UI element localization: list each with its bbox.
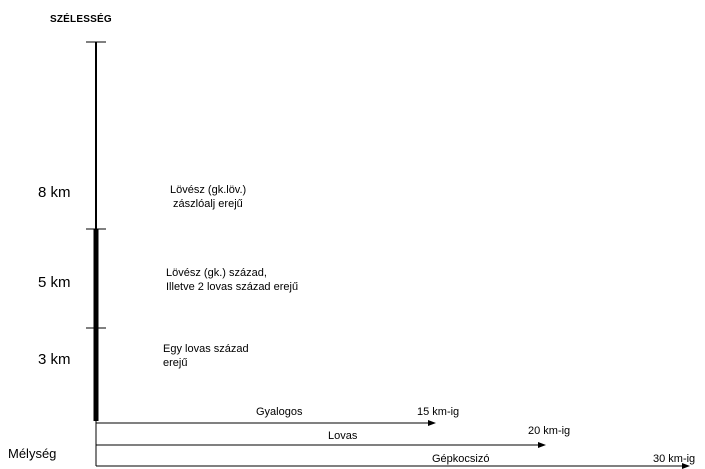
unit-desc-cavalry-line2: erejű — [163, 357, 188, 369]
arrow-gyalogos-head — [428, 420, 436, 426]
arrow-gyalogos-label: Gyalogos — [256, 406, 303, 418]
depth-label: Mélység — [8, 446, 57, 461]
arrow-gepkocsizo-head — [682, 463, 690, 469]
width-label-8km: 8 km — [38, 184, 71, 201]
diagram-title: SZÉLESSÉG — [50, 14, 112, 25]
unit-desc-battalion: Lövész (gk.löv.) zászlóalj erejű — [170, 183, 246, 211]
arrow-lovas-range: 20 km-ig — [528, 425, 571, 437]
arrow-gepkocsizo-range: 30 km-ig — [653, 453, 696, 465]
unit-desc-company-line1: Lövész (gk.) század, — [166, 267, 267, 279]
unit-desc-cavalry: Egy lovas század erejű — [163, 342, 249, 370]
unit-desc-cavalry-line1: Egy lovas század — [163, 343, 249, 355]
unit-desc-company: Lövész (gk.) század, Illetve 2 lovas szá… — [166, 266, 298, 294]
arrow-lovas-label: Lovas — [328, 430, 358, 442]
arrow-lovas-head — [538, 442, 546, 448]
arrow-gepkocsizo-label: Gépkocsizó — [432, 453, 490, 465]
unit-desc-battalion-line1: Lövész (gk.löv.) — [170, 184, 247, 196]
arrow-gyalogos-range: 15 km-ig — [417, 406, 460, 418]
width-label-3km: 3 km — [38, 351, 71, 368]
width-label-5km: 5 km — [38, 274, 71, 291]
unit-desc-company-line2: Illetve 2 lovas század erejű — [166, 281, 299, 293]
unit-desc-battalion-line2: zászlóalj erejű — [170, 198, 243, 210]
